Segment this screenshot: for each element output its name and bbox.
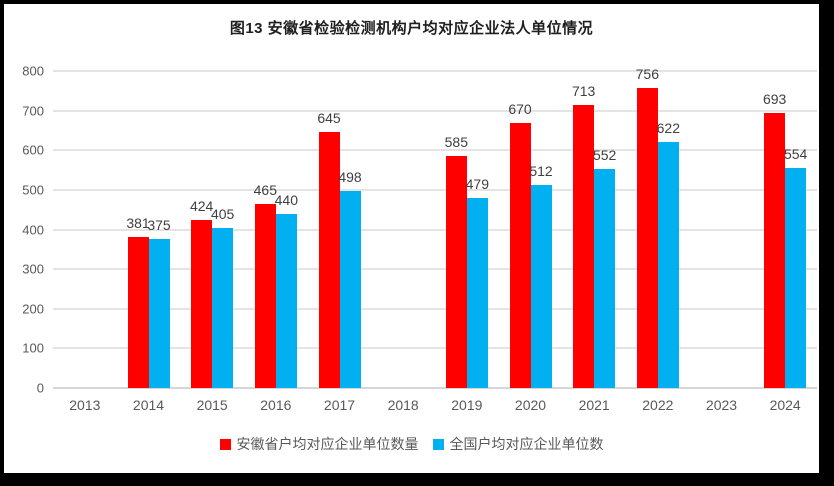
bar-series2-2017 (339, 191, 361, 388)
data-label: 375 (147, 217, 171, 233)
gridline (53, 268, 817, 271)
data-label: 479 (465, 176, 489, 192)
data-label: 381 (126, 215, 150, 231)
bar-series2-2021 (594, 169, 616, 388)
chart-title: 图13 安徽省检验检测机构户均对应企业法人单位情况 (229, 20, 594, 37)
bar-series2-2020 (530, 185, 552, 388)
bar-series2-2022 (657, 142, 679, 388)
data-label: 465 (253, 182, 277, 198)
bar-series2-2019 (466, 198, 488, 388)
data-label: 713 (571, 83, 596, 99)
legend-swatch-icon (432, 438, 444, 450)
gridline (53, 70, 817, 72)
data-label: 405 (210, 206, 235, 222)
y-axis-tick-label: 0 (36, 380, 44, 396)
data-label: 693 (762, 91, 787, 107)
gridline (53, 149, 817, 152)
y-axis-tick-label: 300 (22, 261, 44, 277)
y-axis-tick-label: 500 (22, 182, 44, 198)
gridline (53, 228, 817, 231)
x-axis-tick-label: 2016 (260, 397, 292, 413)
bar-series1-2015 (191, 220, 213, 388)
data-label: 424 (189, 198, 214, 214)
data-label: 756 (635, 66, 659, 82)
gridline (53, 109, 817, 112)
x-axis-tick-label: 2014 (132, 397, 165, 413)
data-label: 512 (529, 163, 553, 179)
y-axis-tick-label: 600 (22, 142, 44, 158)
x-axis-tick-label: 2015 (196, 397, 228, 413)
y-axis-tick-label: 800 (22, 63, 44, 79)
x-axis-tick-label: 2013 (69, 397, 101, 413)
x-axis-tick-label: 2017 (323, 397, 356, 413)
bar-series1-2017 (318, 132, 340, 388)
bar-series2-2024 (785, 168, 807, 388)
x-axis-tick-label: 2019 (451, 397, 483, 413)
gridline (53, 307, 817, 310)
bar-series1-2014 (127, 237, 149, 388)
data-label: 498 (338, 169, 362, 185)
legend-label: 安徽省户均对应企业单位数量 (236, 436, 419, 452)
legend: 安徽省户均对应企业单位数量 全国户均对应企业单位数 (4, 434, 819, 454)
data-label: 440 (274, 192, 298, 208)
x-axis-tick-label: 2024 (769, 397, 801, 413)
x-axis-tick-label: 2022 (642, 397, 674, 413)
x-axis-tick-label: 2021 (578, 397, 610, 413)
bar-series1-2024 (764, 113, 786, 388)
gridline (53, 347, 817, 350)
y-axis-tick-label: 200 (22, 301, 44, 317)
bar-series2-2014 (148, 239, 170, 388)
data-label: 670 (508, 101, 532, 117)
data-label: 554 (783, 146, 808, 162)
x-axis-tick-label: 2023 (705, 397, 738, 413)
y-axis-tick-label: 400 (22, 222, 44, 237)
bar-series1-2021 (573, 105, 595, 388)
x-axis-tick-label: 2018 (387, 397, 419, 413)
y-axis-tick-label: 700 (22, 103, 44, 119)
legend-item-series1: 安徽省户均对应企业单位数量 (219, 434, 419, 454)
data-label: 552 (592, 147, 617, 163)
bar-series1-2016 (254, 204, 276, 388)
data-label: 645 (317, 110, 341, 126)
gridline (53, 188, 817, 191)
x-axis-tick-label: 2020 (514, 397, 547, 413)
bar-series2-2016 (275, 214, 297, 388)
data-label: 622 (656, 120, 680, 136)
bar-series1-2019 (445, 156, 467, 388)
x-axis-line (53, 387, 817, 389)
data-label: 585 (444, 134, 468, 150)
y-axis-tick-label: 100 (22, 340, 44, 356)
legend-swatch-icon (219, 438, 231, 450)
legend-label: 全国户均对应企业单位数 (449, 436, 604, 452)
bar-series1-2020 (509, 123, 531, 388)
bar-series2-2015 (212, 228, 234, 388)
bar-series1-2022 (636, 88, 658, 388)
legend-item-series2: 全国户均对应企业单位数 (432, 434, 604, 454)
plot-area: 0 100 200 300 400 500 600 700 800 2013 2014 381 375 2… (22, 64, 817, 413)
